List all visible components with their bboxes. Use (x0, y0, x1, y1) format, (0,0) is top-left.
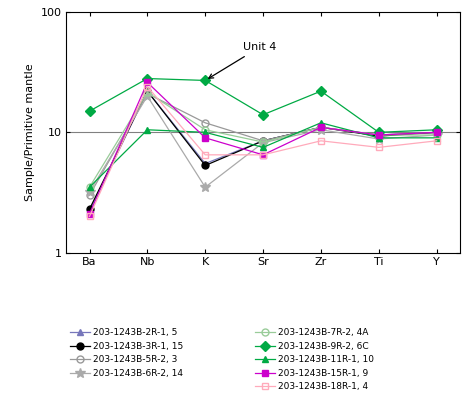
203-1243B-11R-1, 10 (376, 136, 382, 140)
203-1243B-18R-1, 4 (87, 214, 92, 219)
203-1243B-7R-2, 4A (434, 133, 439, 138)
Line: 203-1243B-3R-1, 15: 203-1243B-3R-1, 15 (86, 88, 440, 213)
203-1243B-3R-1, 15 (145, 89, 150, 93)
203-1243B-3R-1, 15 (87, 207, 92, 211)
Line: 203-1243B-5R-2, 3: 203-1243B-5R-2, 3 (86, 90, 440, 199)
203-1243B-9R-2, 6C (318, 89, 324, 93)
203-1243B-18R-1, 4 (260, 152, 266, 157)
203-1243B-7R-2, 4A (260, 140, 266, 144)
203-1243B-18R-1, 4 (434, 138, 439, 143)
203-1243B-15R-1, 9 (145, 80, 150, 85)
203-1243B-2R-1, 5 (318, 125, 324, 130)
203-1243B-15R-1, 9 (376, 133, 382, 138)
203-1243B-3R-1, 15 (260, 138, 266, 143)
203-1243B-6R-2, 14 (434, 133, 439, 138)
203-1243B-18R-1, 4 (318, 138, 324, 143)
203-1243B-7R-2, 4A (318, 125, 324, 130)
Y-axis label: Sample/Primitive mantle: Sample/Primitive mantle (25, 63, 35, 201)
203-1243B-15R-1, 9 (202, 136, 208, 140)
Text: Unit 4: Unit 4 (209, 43, 276, 78)
203-1243B-15R-1, 9 (260, 152, 266, 157)
203-1243B-7R-2, 4A (376, 133, 382, 138)
203-1243B-3R-1, 15 (434, 130, 439, 135)
203-1243B-18R-1, 4 (376, 145, 382, 150)
203-1243B-6R-2, 14 (318, 128, 324, 132)
203-1243B-2R-1, 5 (376, 133, 382, 138)
203-1243B-6R-2, 14 (145, 94, 150, 99)
203-1243B-9R-2, 6C (260, 112, 266, 117)
203-1243B-11R-1, 10 (260, 145, 266, 150)
203-1243B-5R-2, 3 (434, 130, 439, 135)
203-1243B-9R-2, 6C (376, 130, 382, 135)
203-1243B-11R-1, 10 (87, 185, 92, 190)
203-1243B-6R-2, 14 (260, 140, 266, 145)
203-1243B-2R-1, 5 (202, 161, 208, 166)
203-1243B-2R-1, 5 (145, 89, 150, 93)
203-1243B-5R-2, 3 (202, 120, 208, 125)
203-1243B-11R-1, 10 (434, 136, 439, 140)
203-1243B-9R-2, 6C (87, 109, 92, 113)
Line: 203-1243B-6R-2, 14: 203-1243B-6R-2, 14 (85, 91, 441, 197)
203-1243B-15R-1, 9 (434, 130, 439, 135)
203-1243B-11R-1, 10 (202, 130, 208, 135)
203-1243B-15R-1, 9 (318, 125, 324, 130)
Line: 203-1243B-18R-1, 4: 203-1243B-18R-1, 4 (86, 83, 440, 220)
203-1243B-6R-2, 14 (202, 185, 208, 190)
203-1243B-2R-1, 5 (260, 138, 266, 143)
203-1243B-7R-2, 4A (145, 90, 150, 95)
203-1243B-5R-2, 3 (145, 91, 150, 96)
Line: 203-1243B-15R-1, 9: 203-1243B-15R-1, 9 (86, 79, 440, 217)
203-1243B-11R-1, 10 (145, 128, 150, 132)
203-1243B-3R-1, 15 (376, 134, 382, 138)
203-1243B-6R-2, 14 (376, 137, 382, 142)
203-1243B-18R-1, 4 (202, 152, 208, 157)
203-1243B-3R-1, 15 (318, 125, 324, 130)
203-1243B-9R-2, 6C (202, 78, 208, 83)
203-1243B-6R-2, 14 (87, 189, 92, 194)
203-1243B-9R-2, 6C (145, 76, 150, 81)
203-1243B-5R-2, 3 (87, 193, 92, 198)
203-1243B-3R-1, 15 (202, 163, 208, 168)
Line: 203-1243B-9R-2, 6C: 203-1243B-9R-2, 6C (86, 75, 440, 136)
203-1243B-2R-1, 5 (87, 209, 92, 214)
Line: 203-1243B-2R-1, 5: 203-1243B-2R-1, 5 (86, 88, 440, 215)
203-1243B-5R-2, 3 (318, 125, 324, 130)
203-1243B-5R-2, 3 (260, 138, 266, 143)
Legend: 203-1243B-7R-2, 4A, 203-1243B-9R-2, 6C, 203-1243B-11R-1, 10, 203-1243B-15R-1, 9,: 203-1243B-7R-2, 4A, 203-1243B-9R-2, 6C, … (251, 325, 378, 395)
203-1243B-2R-1, 5 (434, 130, 439, 135)
203-1243B-9R-2, 6C (434, 128, 439, 132)
203-1243B-7R-2, 4A (202, 128, 208, 132)
203-1243B-11R-1, 10 (318, 120, 324, 125)
203-1243B-5R-2, 3 (376, 133, 382, 138)
203-1243B-18R-1, 4 (145, 84, 150, 89)
203-1243B-15R-1, 9 (87, 211, 92, 216)
Line: 203-1243B-7R-2, 4A: 203-1243B-7R-2, 4A (86, 89, 440, 190)
Line: 203-1243B-11R-1, 10: 203-1243B-11R-1, 10 (86, 119, 440, 190)
203-1243B-7R-2, 4A (87, 185, 92, 190)
